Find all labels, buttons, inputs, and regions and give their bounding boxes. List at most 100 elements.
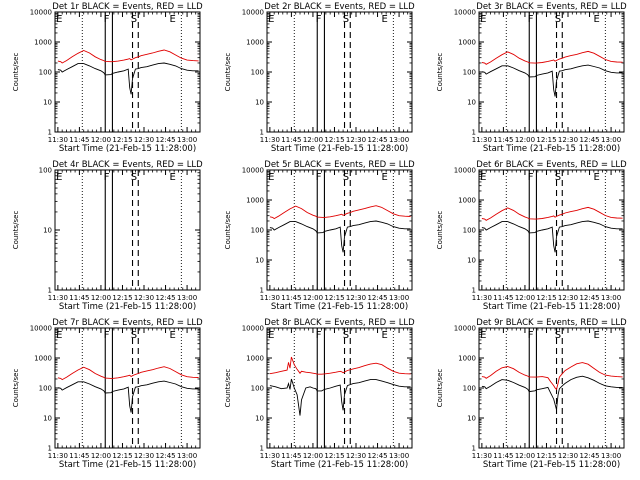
y-tick-label: 1000 <box>246 197 264 205</box>
x-tick-label: 12:30 <box>134 136 154 144</box>
marker-letter-e: E <box>594 330 600 341</box>
x-axis-label: Start Time (21-Feb-15 11:28:00) <box>483 144 620 154</box>
y-tick-label: 10000 <box>242 9 264 17</box>
marker-letter-e: E <box>268 172 274 183</box>
y-tick-label: 10000 <box>30 9 52 17</box>
marker-letter-e: E <box>382 330 388 341</box>
x-tick-label: 11:45 <box>493 136 513 144</box>
y-tick-label: 10 <box>43 99 52 107</box>
series-events-line <box>481 64 623 97</box>
marker-letter-f: F <box>104 172 110 183</box>
x-axis-label: Start Time (21-Feb-15 11:28:00) <box>271 302 408 312</box>
y-tick-label: 10 <box>43 227 52 235</box>
y-tick-label: 1 <box>260 287 264 295</box>
series-events-line <box>57 62 199 95</box>
y-tick-label: 100 <box>251 227 264 235</box>
marker-letter-s: S <box>343 172 349 183</box>
x-tick-label: 12:00 <box>303 452 323 460</box>
panel-title: Det 9r BLACK = Events, RED = LLD <box>476 318 627 328</box>
x-tick-label: 11:45 <box>69 452 89 460</box>
series-events-line <box>269 220 411 253</box>
x-tick-label: 12:00 <box>515 136 535 144</box>
x-tick-label: 13:00 <box>601 294 621 302</box>
x-tick-label: 12:00 <box>91 452 111 460</box>
series-lld-line <box>481 206 623 221</box>
axes-frame <box>478 11 625 133</box>
x-tick-label: 12:00 <box>303 294 323 302</box>
x-tick-label: 11:45 <box>493 294 513 302</box>
axes-frame <box>54 327 201 449</box>
x-tick-label: 12:45 <box>155 294 175 302</box>
y-axis-label: Counts/sec <box>224 211 232 250</box>
marker-letter-s: S <box>555 330 561 341</box>
marker-letter-e: E <box>170 172 176 183</box>
panel-det-1r: Det 1r BLACK = Events, RED = LLD 1 10 100 10… <box>12 2 203 154</box>
x-tick-label: 11:30 <box>472 136 492 144</box>
y-tick-label: 100 <box>251 385 264 393</box>
y-tick-label: 10000 <box>454 9 476 17</box>
axes-frame <box>54 169 201 291</box>
marker-letter-e: E <box>56 14 62 25</box>
x-tick-label: 13:00 <box>601 452 621 460</box>
x-tick-label: 12:00 <box>91 136 111 144</box>
y-tick-label: 100 <box>463 227 476 235</box>
y-tick-label: 100 <box>39 167 52 175</box>
x-tick-label: 11:30 <box>472 452 492 460</box>
x-tick-label: 12:15 <box>536 136 556 144</box>
marker-letter-s: S <box>131 14 137 25</box>
y-tick-label: 1 <box>260 445 264 453</box>
x-tick-label: 12:15 <box>324 136 344 144</box>
x-tick-label: 11:45 <box>281 452 301 460</box>
x-tick-label: 12:45 <box>579 136 599 144</box>
x-tick-label: 12:30 <box>558 452 578 460</box>
panel-det-9r: Det 9r BLACK = Events, RED = LLD 1 10 100 10… <box>436 318 627 470</box>
marker-letter-s: S <box>555 14 561 25</box>
x-tick-label: 12:00 <box>515 452 535 460</box>
x-tick-label: 13:00 <box>177 294 197 302</box>
marker-letter-s: S <box>343 14 349 25</box>
marker-letter-e: E <box>594 14 600 25</box>
x-axis-label: Start Time (21-Feb-15 11:28:00) <box>59 144 196 154</box>
marker-letter-e: E <box>170 14 176 25</box>
panel-title: Det 6r BLACK = Events, RED = LLD <box>476 160 627 170</box>
x-tick-label: 12:30 <box>346 452 366 460</box>
y-tick-label: 1 <box>48 129 52 137</box>
x-tick-label: 12:30 <box>134 452 154 460</box>
y-tick-label: 100 <box>463 69 476 77</box>
series-events-line <box>481 375 623 410</box>
x-axis-label: Start Time (21-Feb-15 11:28:00) <box>271 144 408 154</box>
y-tick-label: 1000 <box>458 197 476 205</box>
y-tick-label: 10 <box>255 415 264 423</box>
y-tick-label: 10 <box>467 257 476 265</box>
axes-frame <box>266 11 413 133</box>
y-tick-label: 10000 <box>454 325 476 333</box>
y-axis-label: Counts/sec <box>436 369 444 408</box>
y-axis-label: Counts/sec <box>12 211 20 250</box>
y-tick-label: 10 <box>255 257 264 265</box>
x-tick-label: 12:30 <box>346 136 366 144</box>
y-tick-label: 1 <box>48 287 52 295</box>
x-tick-label: 13:00 <box>389 452 409 460</box>
marker-letter-f: F <box>528 172 534 183</box>
marker-letter-f: F <box>528 14 534 25</box>
x-tick-label: 12:45 <box>367 136 387 144</box>
y-axis-label: Counts/sec <box>436 53 444 92</box>
series-lld-line <box>57 49 199 64</box>
y-axis-label: Counts/sec <box>12 369 20 408</box>
x-tick-label: 12:15 <box>324 294 344 302</box>
y-tick-label: 1 <box>472 445 476 453</box>
y-tick-label: 1000 <box>246 355 264 363</box>
series-lld-line <box>481 362 623 391</box>
axes-frame <box>54 11 201 133</box>
series-lld-line <box>269 205 411 220</box>
x-axis-label: Start Time (21-Feb-15 11:28:00) <box>483 302 620 312</box>
marker-letter-e: E <box>268 330 274 341</box>
x-tick-label: 13:00 <box>601 136 621 144</box>
y-tick-label: 1000 <box>458 355 476 363</box>
marker-letter-f: F <box>316 330 322 341</box>
marker-letter-f: F <box>316 14 322 25</box>
panel-det-3r: Det 3r BLACK = Events, RED = LLD 1 10 100 10… <box>436 2 627 154</box>
x-tick-label: 12:45 <box>367 294 387 302</box>
panel-title: Det 2r BLACK = Events, RED = LLD <box>264 2 415 12</box>
